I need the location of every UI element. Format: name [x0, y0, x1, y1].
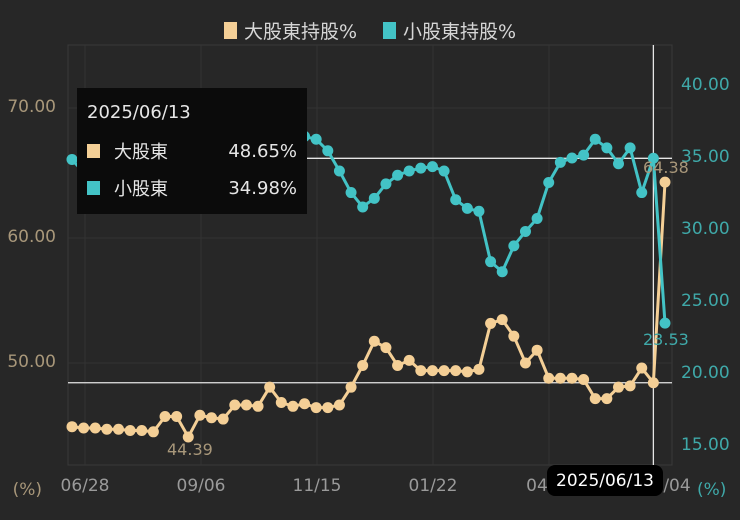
right-axis-unit: (%)	[697, 480, 727, 500]
left-axis-tick: 50.00	[7, 352, 56, 372]
tooltip-date: 2025/06/13	[87, 102, 191, 123]
x-axis-tick: 09/06	[176, 476, 226, 496]
data-label-min-major: 44.39	[167, 440, 213, 459]
chart-legend: 大股東持股% 小股東持股%	[0, 17, 740, 44]
legend-label-major: 大股東持股%	[243, 21, 357, 43]
x-axis-tick: 06/28	[60, 476, 110, 496]
right-axis-tick: 25.00	[681, 291, 730, 311]
tooltip-row-major: 大股東 48.65%	[87, 138, 297, 164]
right-axis-tick: 30.00	[681, 219, 730, 239]
legend-swatch-minor	[383, 22, 396, 39]
right-axis-tick: 15.00	[681, 435, 730, 455]
x-axis-tick: 01/22	[408, 476, 458, 496]
tooltip-swatch-major	[87, 144, 100, 158]
left-axis-tick: 70.00	[7, 97, 56, 117]
right-axis-tick: 35.00	[681, 147, 730, 167]
chart-tooltip: 2025/06/13 大股東 48.65% 小股東 34.98%	[77, 88, 307, 214]
tooltip-label-minor: 小股東	[114, 179, 168, 200]
crosshair-x-label: 2025/06/13	[547, 465, 663, 496]
data-label-last-minor: 23.53	[643, 330, 689, 349]
x-axis-tick: 11/15	[292, 476, 342, 496]
legend-label-minor: 小股東持股%	[403, 21, 517, 43]
tooltip-value-major: 48.65%	[228, 140, 297, 162]
tooltip-value-minor: 34.98%	[228, 177, 297, 199]
tooltip-swatch-minor	[87, 181, 100, 195]
data-label-last-major: 64.38	[643, 158, 689, 177]
right-axis-tick: 20.00	[681, 363, 730, 383]
left-axis-tick: 60.00	[7, 227, 56, 247]
x-axis-tick: /04	[663, 476, 691, 496]
legend-item-major[interactable]: 大股東持股%	[223, 17, 357, 44]
legend-item-minor[interactable]: 小股東持股%	[383, 17, 516, 44]
right-axis-tick: 40.00	[681, 75, 730, 95]
legend-swatch-major	[223, 22, 237, 39]
left-axis-unit: (%)	[12, 480, 42, 500]
tooltip-row-minor: 小股東 34.98%	[87, 175, 297, 201]
x-axis-tick: 04	[526, 476, 548, 496]
tooltip-label-major: 大股東	[114, 142, 168, 163]
